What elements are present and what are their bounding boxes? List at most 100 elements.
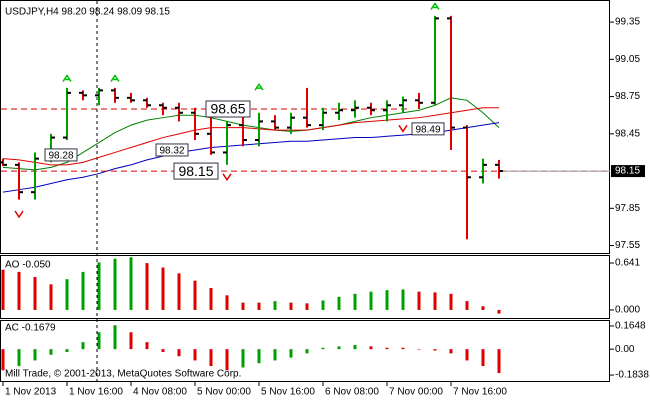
histogram-bar (1, 349, 5, 371)
fractal-down (14, 210, 24, 219)
fractal-down (398, 124, 408, 133)
fractal-up (110, 74, 120, 82)
y-tick-label: 0.00 (615, 344, 635, 355)
histogram-bar (225, 295, 229, 310)
histogram-bar (465, 349, 469, 361)
histogram-bar (81, 271, 85, 310)
histogram-bar (49, 284, 53, 310)
histogram-bar (401, 289, 405, 310)
histogram-bar (177, 273, 181, 310)
x-tick-label: 6 Nov 08:00 (325, 387, 379, 398)
histogram-bar (97, 262, 101, 310)
price-label: 98.15 (178, 163, 213, 179)
price-label: 98.65 (210, 101, 245, 117)
histogram-bar (433, 292, 437, 310)
histogram-bar (385, 290, 389, 310)
histogram-bar (1, 269, 5, 310)
histogram-bar (369, 346, 373, 350)
price-label-box (411, 122, 445, 136)
histogram-bar (65, 349, 69, 352)
y-tick-label: 98.45 (615, 128, 640, 139)
histogram-bar (289, 349, 293, 358)
histogram-bar (321, 300, 325, 310)
histogram-bar (113, 325, 117, 350)
moving-average (2, 107, 499, 166)
current-price-label: 98.15 (615, 166, 640, 177)
histogram-bar (481, 306, 485, 310)
histogram-bar (305, 349, 309, 354)
price-label: 98.28 (48, 151, 73, 162)
histogram-bar (417, 291, 421, 310)
histogram-bar (449, 349, 453, 354)
histogram-bar (17, 349, 21, 367)
histogram-bar (353, 344, 357, 350)
x-tick-label: 1 Nov 16:00 (69, 387, 123, 398)
histogram-bar (273, 349, 277, 361)
x-tick-label: 7 Nov 00:00 (389, 387, 443, 398)
panel-title: USDJPY,H4 98.20 98.24 98.09 98.15 (5, 7, 170, 18)
price-label-box (44, 148, 78, 162)
histogram-bar (241, 302, 245, 310)
y-tick-label: 97.55 (615, 240, 640, 251)
panel-title: AC -0.1679 (5, 323, 56, 334)
histogram-bar (353, 293, 357, 310)
y-tick-label: 0.1648 (615, 321, 646, 332)
histogram-bar (257, 349, 261, 364)
histogram-bar (161, 267, 165, 310)
histogram-bar (433, 349, 437, 351)
histogram-bar (273, 301, 277, 310)
histogram-bar (177, 349, 181, 357)
x-tick-label: 7 Nov 16:00 (453, 387, 507, 398)
histogram-bar (369, 291, 373, 310)
histogram-bar (481, 349, 485, 367)
histogram-bar (49, 349, 53, 355)
histogram-bar (209, 349, 213, 367)
histogram-bar (449, 293, 453, 310)
price-label-box (173, 162, 219, 180)
histogram-bar (337, 296, 341, 310)
histogram-bar (145, 263, 149, 310)
y-tick-label: 98.75 (615, 91, 640, 102)
x-tick-label: 5 Nov 16:00 (261, 387, 315, 398)
ao-panel (0, 255, 610, 319)
panel-title: AO -0.050 (5, 260, 51, 271)
histogram-bar (65, 279, 69, 310)
y-tick-label: 99.05 (615, 54, 640, 65)
ac-panel (0, 320, 610, 382)
histogram-bar (129, 332, 133, 350)
main-panel (0, 0, 610, 254)
histogram-bar (17, 271, 21, 310)
histogram-bar (385, 347, 389, 350)
price-label-box (155, 143, 189, 157)
histogram-bar (257, 302, 261, 310)
fractal-up (430, 2, 440, 10)
histogram-bar (401, 347, 405, 350)
histogram-bar (289, 302, 293, 310)
copyright-note: Mill Trade, © 2001-2013, MetaQuotes Soft… (5, 369, 241, 380)
x-tick-label: 5 Nov 00:00 (197, 387, 251, 398)
histogram-bar (97, 332, 101, 350)
moving-average (2, 97, 500, 171)
histogram-bar (33, 349, 37, 361)
price-label: 98.32 (159, 146, 184, 157)
y-tick-label: 97.85 (615, 203, 640, 214)
current-price-box (611, 165, 645, 178)
histogram-bar (33, 277, 37, 310)
fractal-down (222, 173, 232, 182)
histogram-bar (193, 280, 197, 310)
histogram-bar (465, 301, 469, 310)
histogram-bar (193, 349, 197, 361)
x-tick-label: 1 Nov 2013 (5, 387, 57, 398)
histogram-bar (417, 349, 421, 350)
histogram-bar (321, 347, 325, 350)
y-tick-label: -0.1838 (615, 370, 649, 381)
fractal-up (62, 74, 72, 82)
y-tick-label: 99.35 (615, 17, 640, 28)
histogram-bar (145, 342, 149, 350)
y-tick-label: 0.641 (615, 258, 640, 269)
histogram-bar (161, 349, 165, 352)
histogram-bar (241, 349, 245, 368)
histogram-bar (305, 303, 309, 310)
histogram-bar (225, 349, 229, 371)
